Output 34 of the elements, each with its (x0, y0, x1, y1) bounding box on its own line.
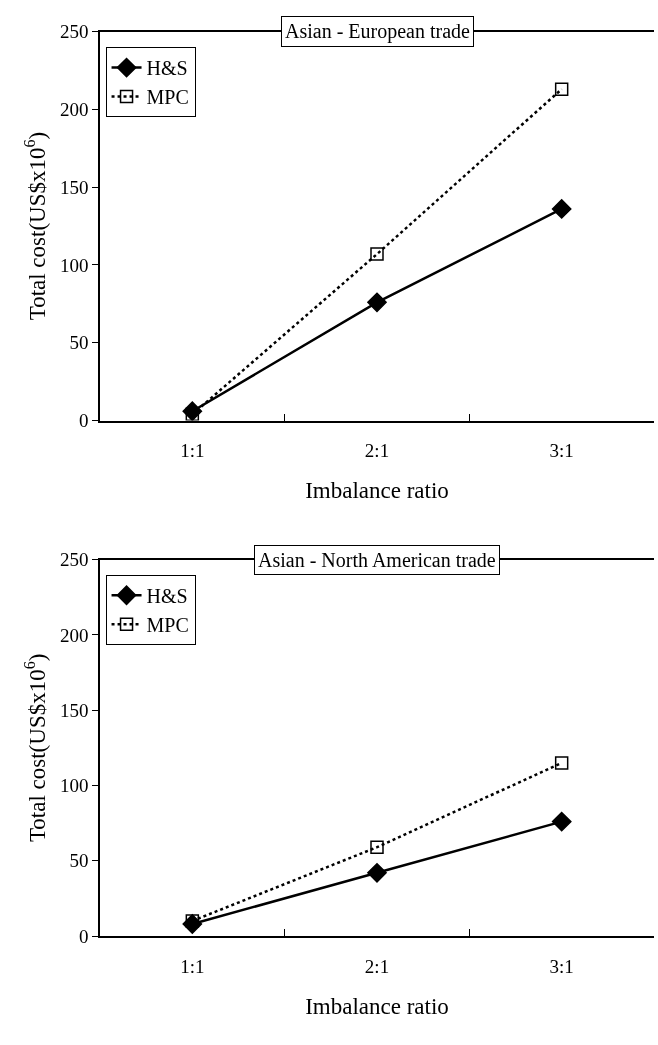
point (551, 199, 572, 219)
chart-title: Asian - European trade (285, 20, 471, 43)
chart-title: Asian - North American trade (258, 549, 496, 571)
point (367, 292, 387, 313)
point (367, 862, 387, 883)
y-tick-label: 50 (69, 332, 89, 354)
x-tick-label: 2:1 (364, 955, 390, 977)
point (554, 82, 569, 96)
y-tick-label: 200 (59, 624, 89, 646)
legend-label: H&S (146, 57, 188, 80)
y-tick-label: 100 (59, 254, 89, 276)
y-tick-label: 250 (59, 549, 89, 571)
legend-label: MPC (146, 86, 189, 109)
legend-label: H&S (146, 585, 188, 608)
x-tick-label: 2:1 (364, 440, 390, 462)
x-tick-label: 3:1 (549, 440, 574, 462)
point (370, 247, 384, 261)
y-tick-label: 50 (69, 850, 89, 872)
y-tick-label: 200 (59, 99, 89, 121)
y-tick-label: 250 (59, 21, 89, 43)
y-tick-label: 0 (78, 925, 89, 947)
x-tick-label: 1:1 (180, 440, 205, 462)
point (370, 840, 384, 854)
legend-label: MPC (146, 614, 189, 637)
y-tick-label: 100 (59, 775, 89, 797)
x-tick-label: 1:1 (180, 955, 205, 977)
point (551, 811, 572, 832)
point (554, 756, 569, 770)
x-axis-title: Imbalance ratio (305, 478, 449, 504)
x-tick-label: 3:1 (549, 955, 574, 977)
x-axis-title: Imbalance ratio (305, 993, 449, 1019)
y-tick-label: 150 (59, 699, 89, 721)
y-tick-label: 150 (59, 176, 89, 198)
y-tick-label: 0 (78, 410, 89, 432)
